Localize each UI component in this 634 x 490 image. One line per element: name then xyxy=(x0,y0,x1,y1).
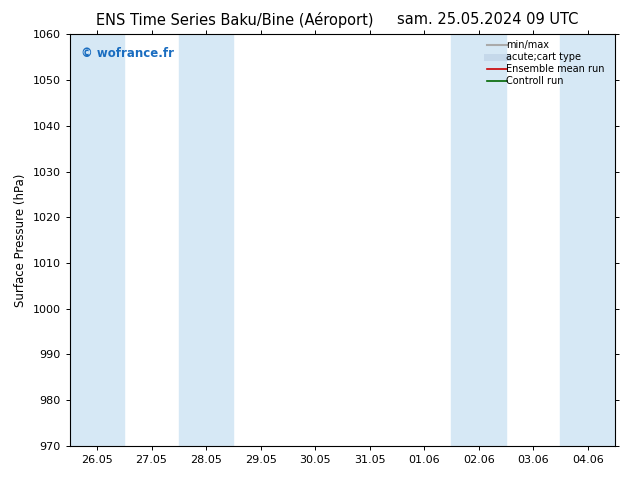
Bar xyxy=(560,34,615,446)
Text: sam. 25.05.2024 09 UTC: sam. 25.05.2024 09 UTC xyxy=(398,12,579,27)
Y-axis label: Surface Pressure (hPa): Surface Pressure (hPa) xyxy=(14,173,27,307)
Text: ENS Time Series Baku/Bine (Aéroport): ENS Time Series Baku/Bine (Aéroport) xyxy=(96,12,373,28)
Bar xyxy=(451,34,506,446)
Text: © wofrance.fr: © wofrance.fr xyxy=(81,47,174,60)
Bar xyxy=(179,34,233,446)
Legend: min/max, acute;cart type, Ensemble mean run, Controll run: min/max, acute;cart type, Ensemble mean … xyxy=(483,36,613,90)
Bar xyxy=(70,34,124,446)
